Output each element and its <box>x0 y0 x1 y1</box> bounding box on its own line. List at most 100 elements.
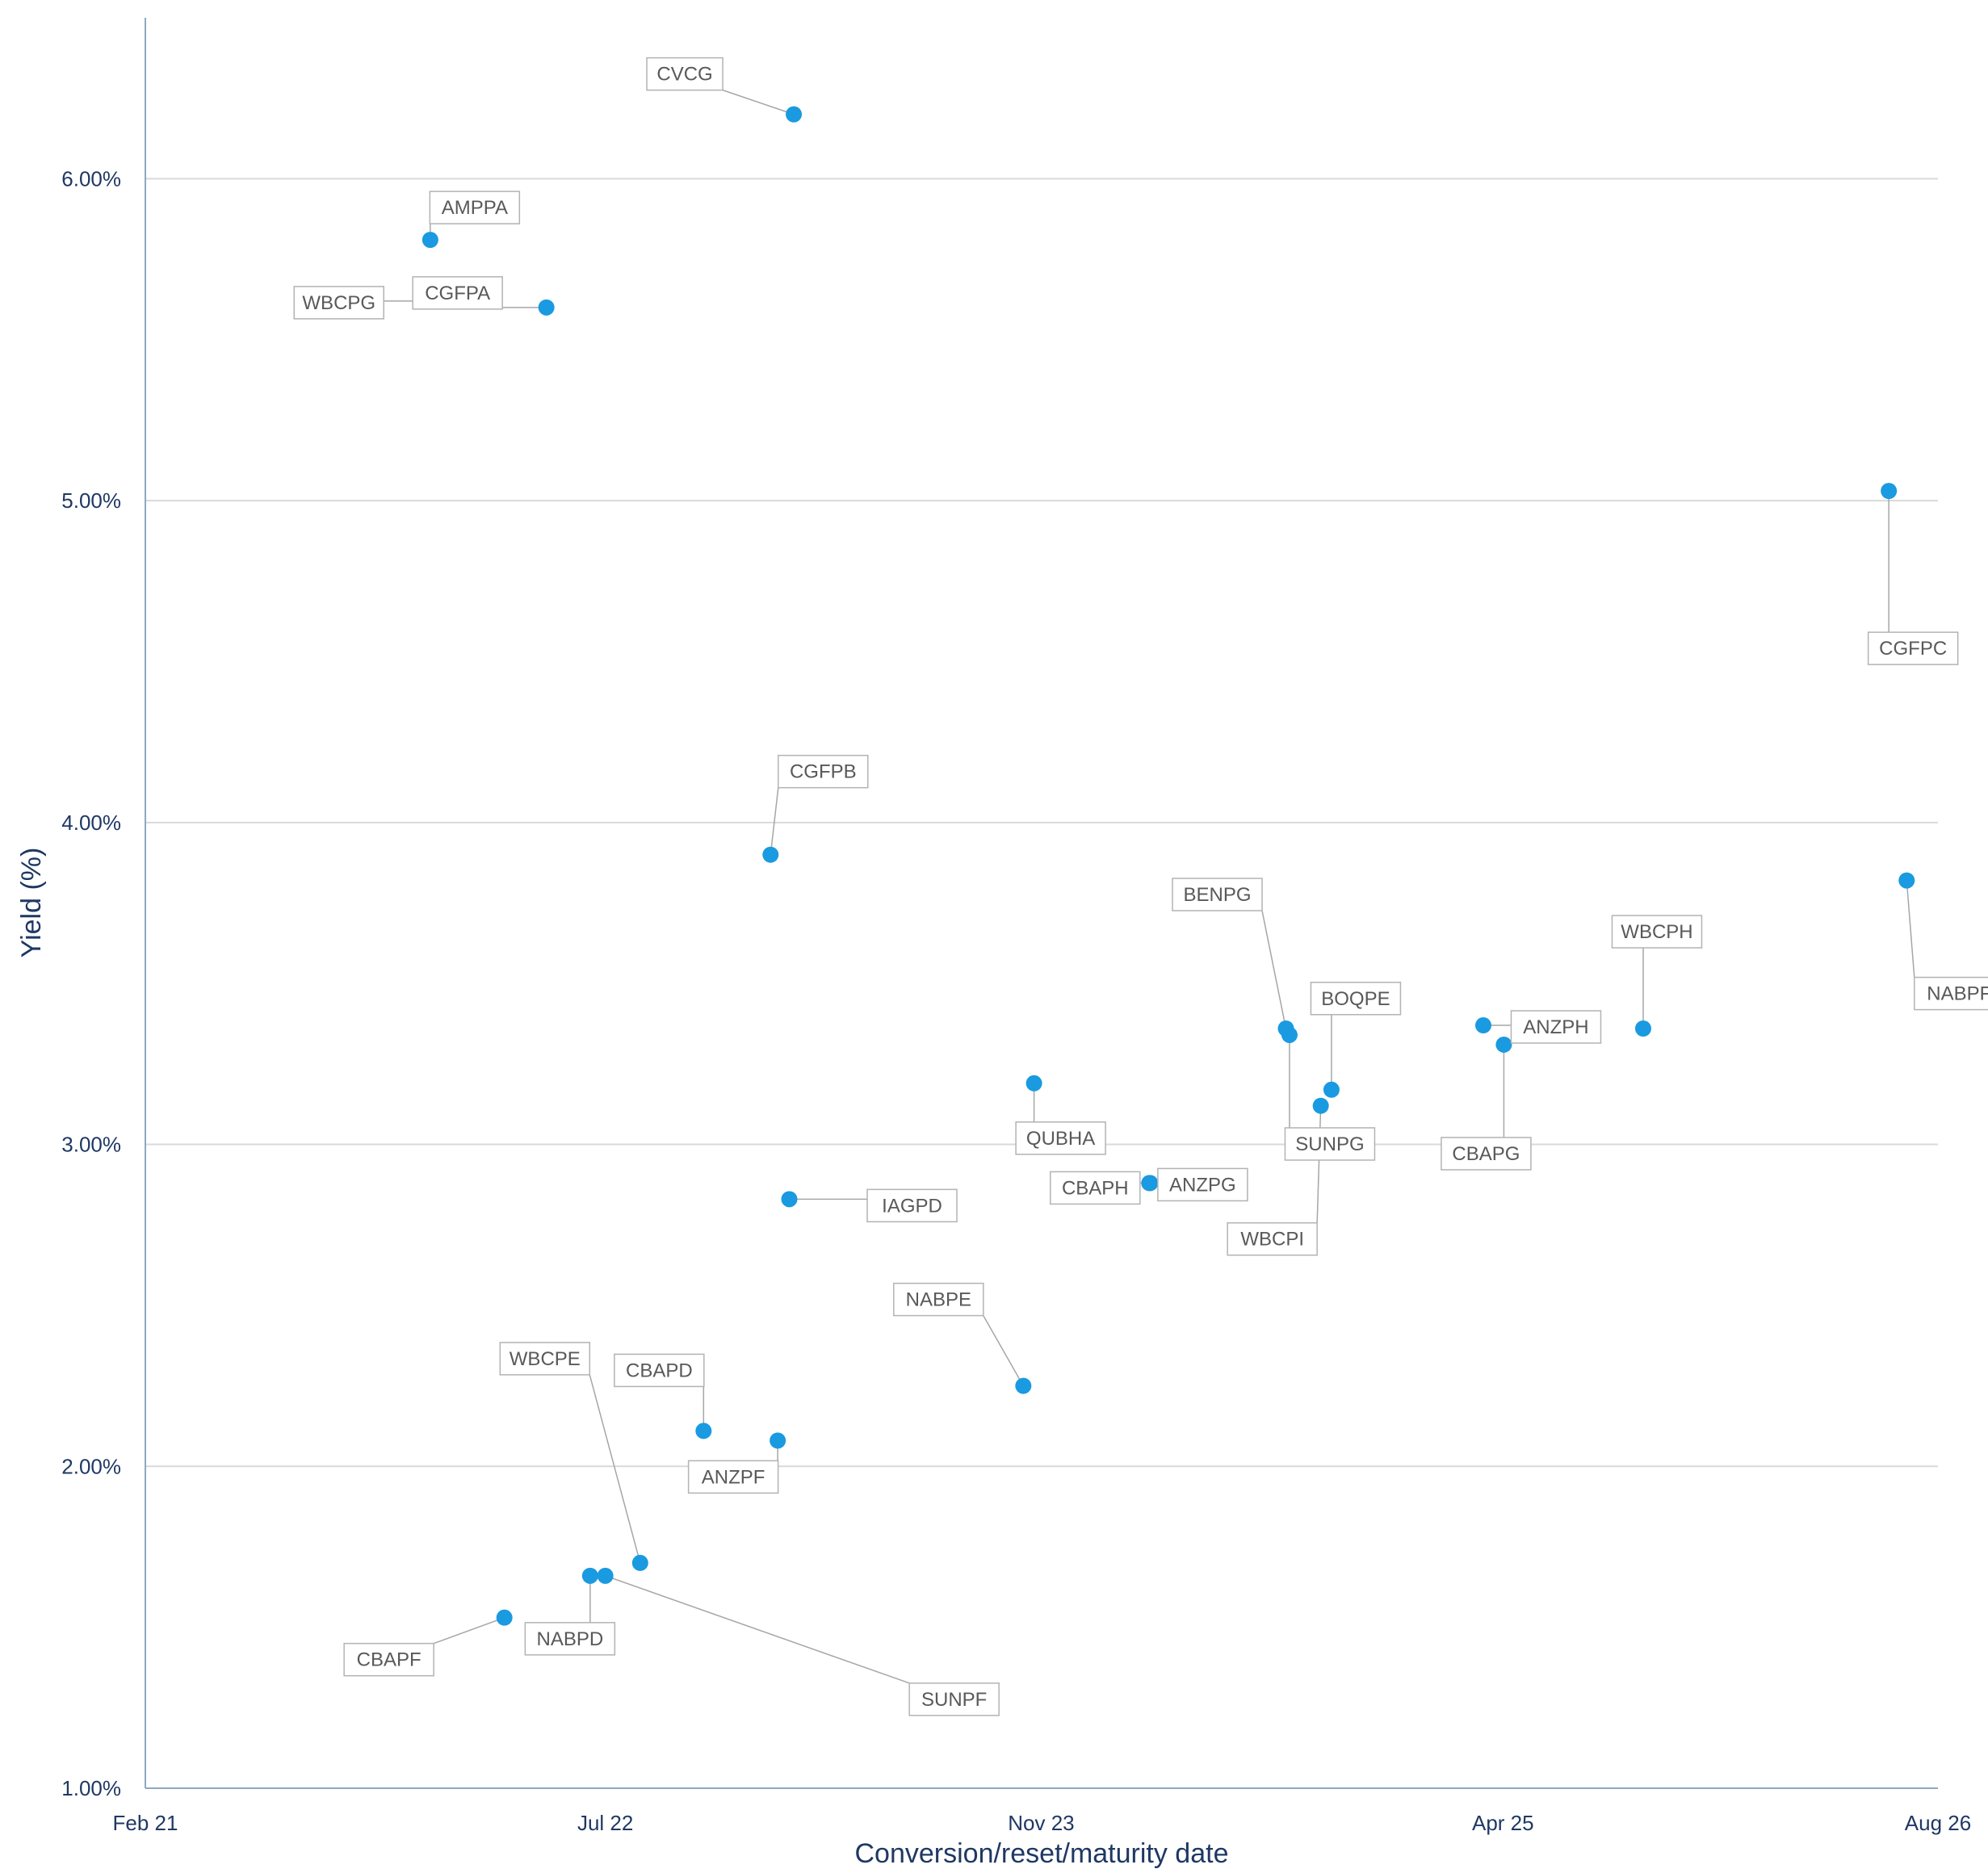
scatter-point <box>1312 1097 1329 1114</box>
data-label: SUNPG <box>1295 1133 1364 1155</box>
data-label: CGFPC <box>1879 638 1947 660</box>
data-label: AMPPA <box>442 197 508 219</box>
data-label-box <box>1611 915 1703 949</box>
scatter-point <box>1142 1175 1159 1192</box>
data-label: QUBHA <box>1026 1128 1095 1150</box>
data-label-box <box>412 276 503 310</box>
data-label: CVCG <box>656 64 712 86</box>
x-tick-label: Feb 21 <box>113 1811 178 1835</box>
data-label: WBCPE <box>510 1348 581 1370</box>
data-label: WBCPH <box>1621 921 1692 943</box>
data-label-box <box>524 1622 616 1656</box>
data-label: NABPE <box>906 1289 971 1311</box>
data-label-box <box>499 1342 591 1376</box>
label-leader-line <box>589 1374 641 1564</box>
y-tick-label: 3.00% <box>61 1133 121 1157</box>
data-label-box <box>293 286 384 320</box>
data-label: BOQPE <box>1321 988 1390 1010</box>
data-label: NABPF <box>1927 983 1988 1005</box>
scatter-point <box>496 1609 513 1626</box>
data-label-box <box>866 1188 958 1223</box>
scatter-point <box>1015 1377 1032 1394</box>
data-label: WBCPG <box>302 292 375 314</box>
data-label-box <box>1510 1010 1602 1044</box>
data-label-box <box>646 57 723 91</box>
data-label-box <box>1914 976 1988 1011</box>
y-tick-label: 1.00% <box>61 1776 121 1800</box>
y-axis-title: Yield (%) <box>16 848 47 958</box>
data-label-box <box>687 1460 779 1494</box>
label-leader-line <box>1261 910 1287 1029</box>
x-axis-title: Conversion/reset/maturity date <box>855 1838 1229 1869</box>
data-labels: CVCG AMPPA WBCPG CGFPA CGFPC CGFPB NABPF BENPG S… <box>293 57 1988 1716</box>
scatter-point <box>1323 1081 1340 1098</box>
data-label: ANZPF <box>702 1466 765 1488</box>
data-label: BENPG <box>1184 884 1252 906</box>
data-label: CGFPB <box>790 761 857 783</box>
data-label-box <box>1310 982 1402 1016</box>
data-label: ANZPH <box>1523 1016 1588 1038</box>
label-leader-line <box>1906 880 1915 978</box>
y-tick-label: 5.00% <box>61 488 121 513</box>
data-label-box <box>893 1282 984 1317</box>
data-label: CGFPA <box>425 283 490 304</box>
scatter-point <box>581 1567 598 1584</box>
data-label-box <box>1050 1171 1141 1205</box>
data-label-box <box>429 191 521 224</box>
scatter-point <box>538 299 555 316</box>
data-label: NABPD <box>537 1628 604 1650</box>
scatter-point <box>762 846 779 863</box>
scatter-point <box>1025 1075 1042 1092</box>
scatter-point <box>422 232 438 249</box>
scatter-point <box>1881 483 1898 500</box>
scatter-point <box>1898 872 1915 889</box>
x-tick-label: Aug 26 <box>1905 1811 1971 1835</box>
data-label: IAGPD <box>882 1195 942 1217</box>
data-label: WBCPI <box>1240 1229 1304 1251</box>
data-label: ANZPG <box>1169 1174 1236 1196</box>
y-tick-label: 2.00% <box>61 1454 121 1478</box>
data-label: CBAPH <box>1062 1177 1129 1199</box>
scatter-point <box>1634 1020 1651 1037</box>
scatter-point <box>631 1554 648 1571</box>
data-label-box <box>1172 878 1263 911</box>
data-label-box <box>1867 631 1959 665</box>
data-label-box <box>343 1642 434 1677</box>
data-label-box <box>908 1682 1000 1716</box>
scatter-point <box>786 106 803 123</box>
x-tick-label: Nov 23 <box>1008 1811 1074 1835</box>
scatter-point <box>781 1191 798 1208</box>
scatter-point <box>1474 1017 1491 1034</box>
scatter-point <box>1281 1026 1298 1043</box>
data-points <box>421 106 1915 1626</box>
y-tick-label: 4.00% <box>61 811 121 835</box>
data-label-box <box>1227 1221 1318 1256</box>
x-tick-label: Apr 25 <box>1472 1811 1534 1835</box>
y-tick-label: 6.00% <box>61 166 121 191</box>
data-label-box <box>614 1353 705 1388</box>
label-leader-line <box>433 1616 505 1645</box>
label-leaders <box>384 89 1915 1684</box>
label-leader-line <box>605 1575 910 1684</box>
data-label-box <box>778 754 869 789</box>
gridlines <box>145 178 1938 1468</box>
scatter-point <box>597 1567 614 1584</box>
label-leader-line <box>770 787 779 855</box>
axes <box>145 18 1938 1789</box>
data-label-box <box>1157 1167 1248 1202</box>
scatter-point <box>695 1423 712 1439</box>
data-label-box <box>1015 1121 1106 1155</box>
data-label-box <box>1284 1127 1376 1161</box>
label-leader-line <box>1316 1105 1322 1223</box>
data-label: CBAPD <box>626 1360 693 1381</box>
data-label: CBAPF <box>357 1649 422 1671</box>
label-leader-line <box>983 1315 1024 1386</box>
scatter-point <box>770 1432 786 1449</box>
tick-labels: 1.00% 2.00% 3.00% 4.00% 5.00% 6.00% Feb 21 Jul … <box>61 166 1971 1835</box>
scatter-point <box>1495 1036 1512 1053</box>
data-label: SUNPF <box>921 1689 987 1711</box>
x-tick-label: Jul 22 <box>577 1811 633 1835</box>
label-leader-line <box>722 89 795 115</box>
data-label: CBAPG <box>1452 1143 1520 1165</box>
